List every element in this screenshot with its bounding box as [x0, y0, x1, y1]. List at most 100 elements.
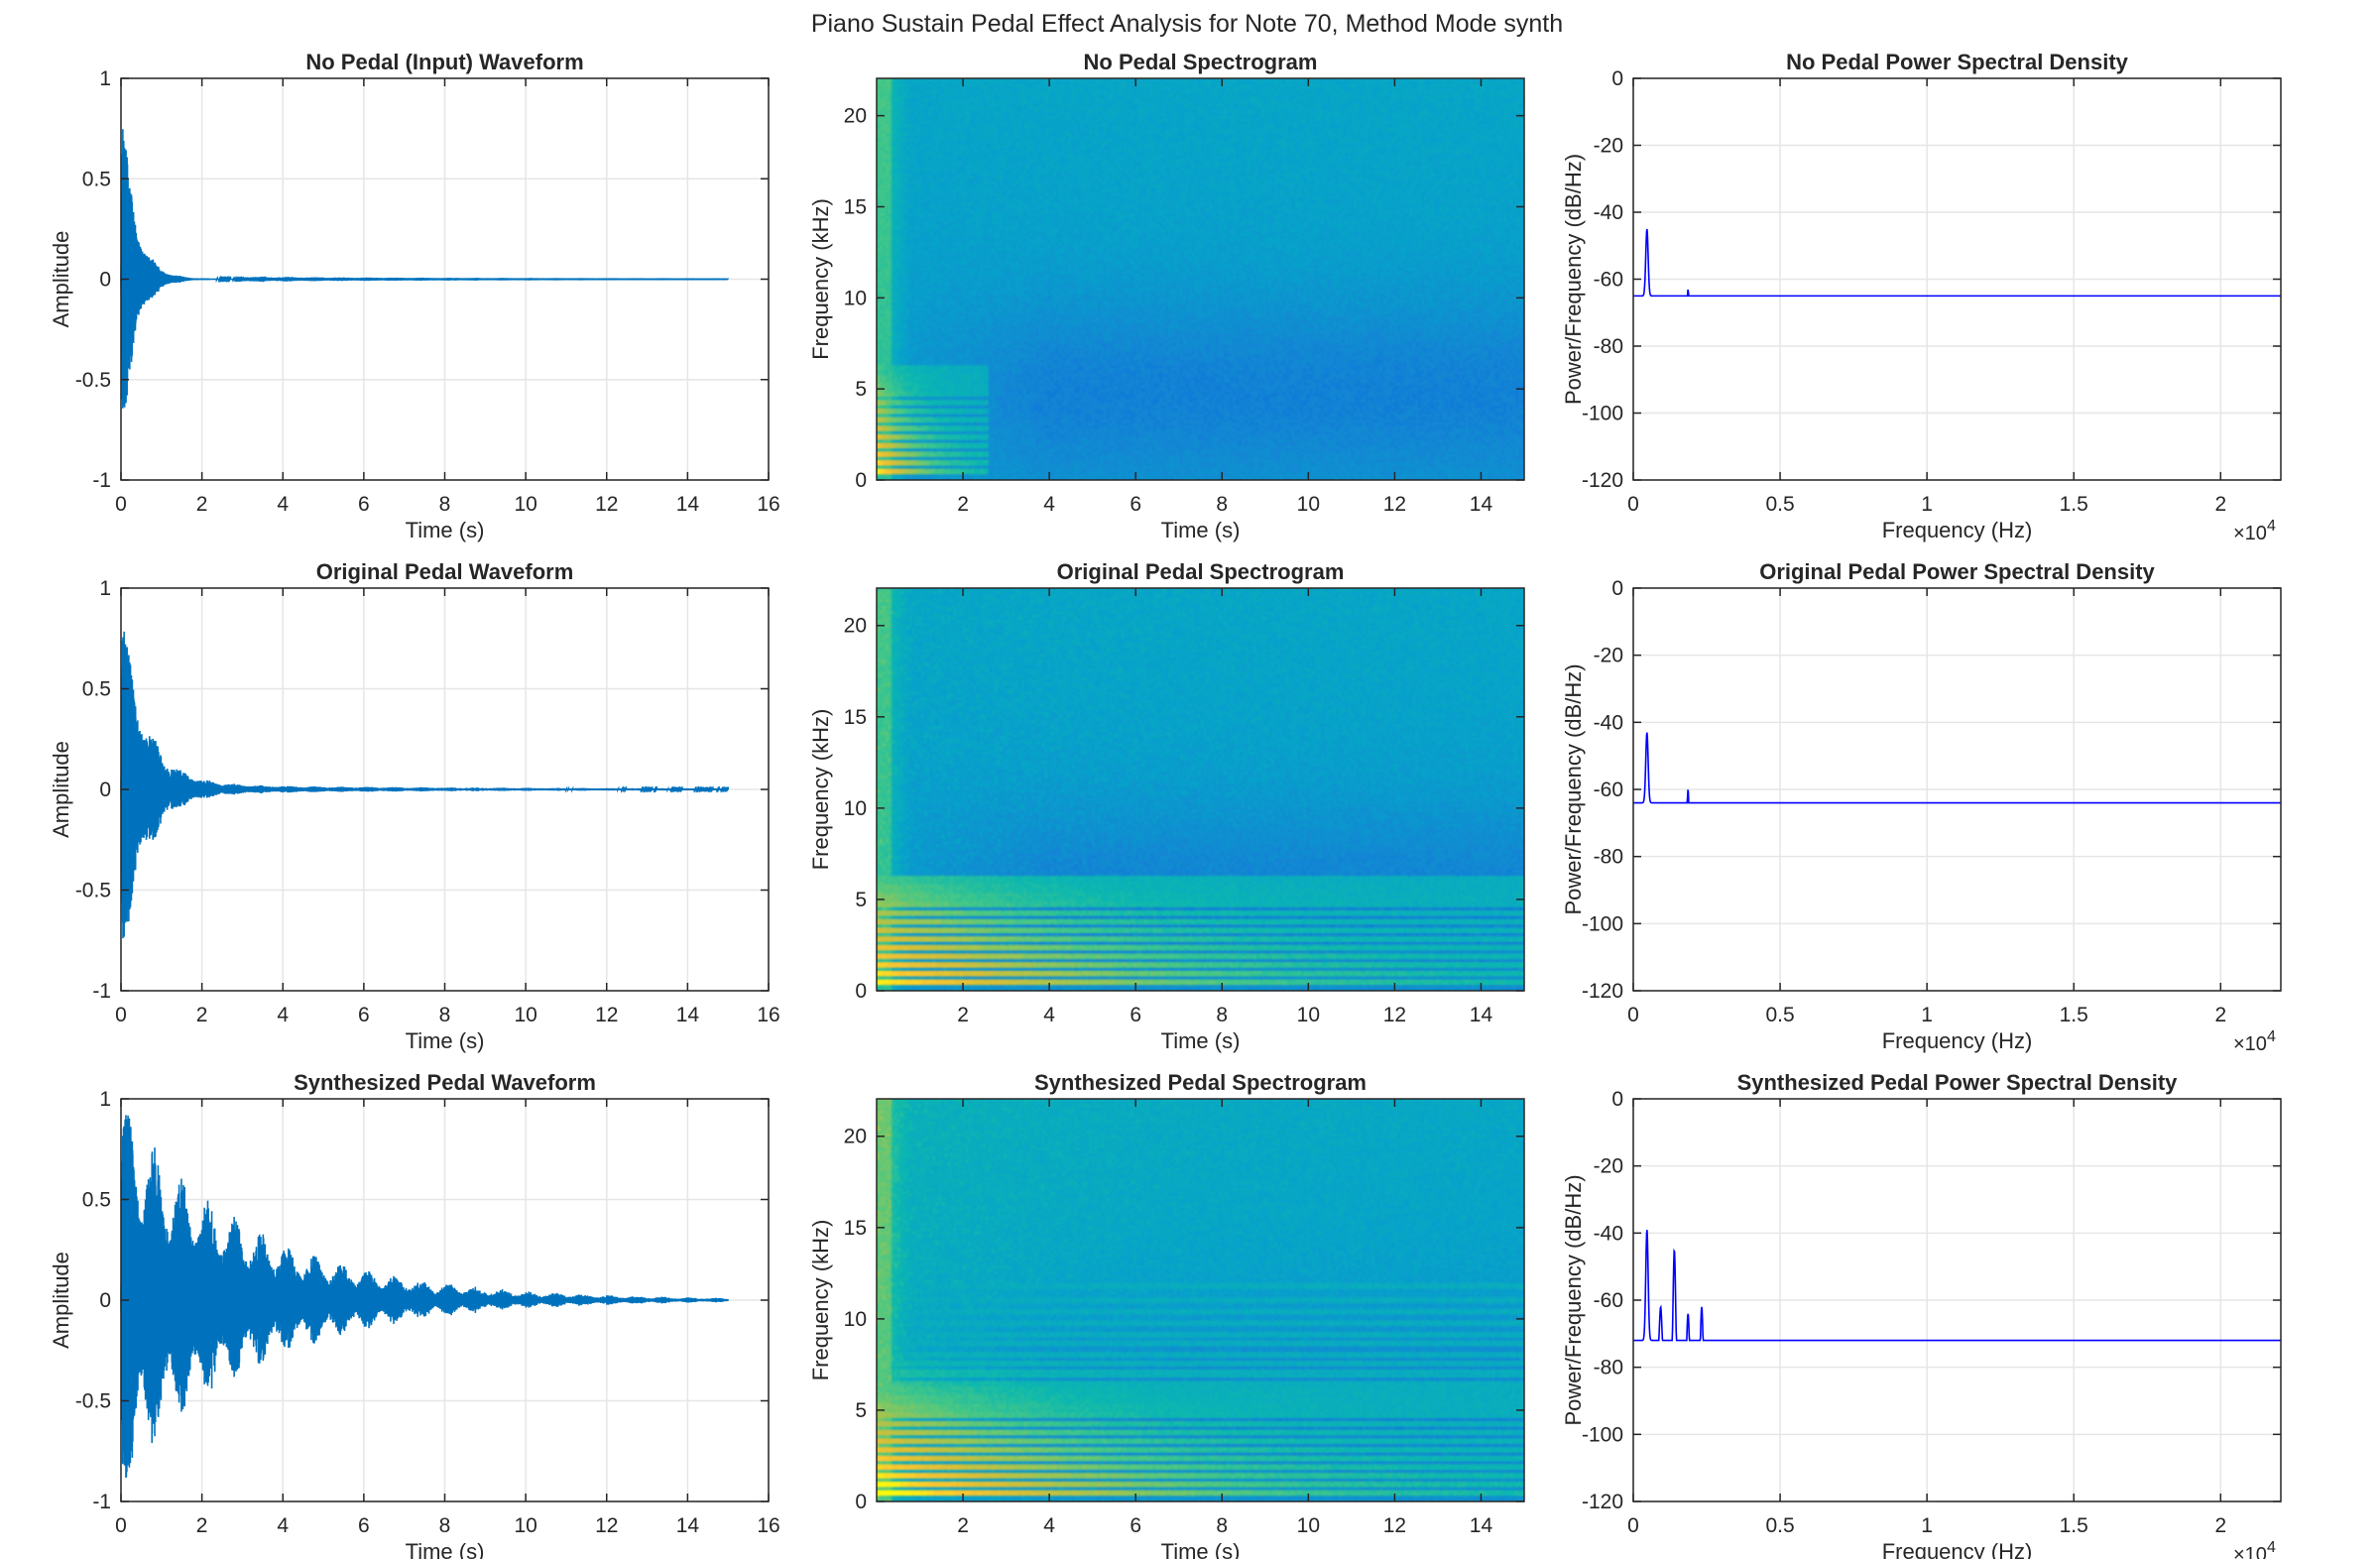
psd-peak-point	[1858, 1440, 1860, 1442]
y-tick-label: 20	[844, 1126, 867, 1148]
x-tick-label: 0.5	[1765, 1004, 1794, 1026]
x-tick-label: 6	[358, 493, 370, 516]
psd-peak-point	[1769, 869, 1771, 871]
y-axis-label: Power/Frequency (dB/Hz)	[1561, 154, 1586, 405]
y-axis-label: Amplitude	[49, 1252, 73, 1349]
x-tick-label: 0	[1627, 1004, 1639, 1026]
axes-frame	[876, 1098, 1525, 1502]
y-tick-label: 10	[844, 1308, 867, 1331]
y-tick-label: -20	[1594, 1155, 1623, 1178]
axes-title: Original Pedal Spectrogram	[1057, 559, 1345, 584]
x-tick-label: 2	[196, 1514, 208, 1537]
x-tick-label: 2	[196, 493, 208, 516]
spectrogram-image	[877, 588, 1524, 991]
psd-peak-point	[1810, 869, 1812, 871]
axes-title: No Pedal Spectrogram	[1084, 50, 1318, 74]
x-tick-label: 16	[757, 493, 779, 516]
psd-peak-point	[1783, 1386, 1785, 1388]
x-tick-label: 4	[277, 1004, 289, 1026]
psd-peak-point	[1797, 1406, 1799, 1408]
x-tick-label: 10	[514, 493, 536, 516]
psd-peak-point	[1899, 943, 1901, 945]
y-tick-label: 20	[844, 615, 867, 638]
psd-peak-point	[1673, 338, 1675, 340]
chart-psd-nopedal: 0 0.5 1 1.5 2 -120 -100 -80 -60 -40 -20 0 No Pedal P…	[1561, 50, 2282, 544]
psd-peak-point	[1810, 365, 1812, 367]
x-tick-label: 12	[595, 1004, 618, 1026]
x-axis-label: Frequency (Hz)	[1882, 1028, 2033, 1053]
psd-peak-point	[1961, 1464, 1963, 1466]
y-axis-label: Amplitude	[49, 741, 73, 838]
x-tick-label: 2	[196, 1004, 208, 1026]
x-axis-label: Frequency (Hz)	[1882, 518, 2033, 542]
x-tick-label: 10	[1297, 493, 1320, 516]
x-tick-label: 8	[1216, 1514, 1228, 1537]
x-tick-label: 0.5	[1765, 493, 1794, 516]
psd-peak-point	[1878, 1447, 1880, 1449]
psd-peak-point	[1899, 1454, 1901, 1456]
y-tick-label: -1	[92, 469, 111, 492]
x-axis-label: Time (s)	[1161, 1028, 1241, 1053]
y-tick-label: -0.5	[75, 880, 111, 902]
psd-peak-point	[1755, 399, 1757, 401]
y-tick-label: -60	[1594, 269, 1623, 292]
axes-title: Synthesized Pedal Spectrogram	[1034, 1070, 1367, 1095]
waveform-series-line	[120, 1115, 729, 1479]
y-tick-label: 15	[844, 195, 867, 218]
psd-peak-point	[1660, 311, 1662, 313]
y-axis-label: Amplitude	[49, 231, 73, 328]
x-tick-label: 1.5	[2060, 1004, 2088, 1026]
y-tick-label: 0	[855, 980, 867, 1003]
chart-spec-nopedal: 2 4 6 8 10 12 14 0 5 10 15 20 No Pedal Spectrogram Ti…	[808, 50, 1525, 542]
psd-peak-point	[1728, 369, 1730, 371]
psd-peak-point	[1728, 873, 1730, 875]
psd-peak-point	[1806, 1413, 1808, 1415]
y-tick-label: -80	[1594, 846, 1623, 869]
y-axis-label: Frequency (kHz)	[808, 709, 833, 871]
x-tick-label: 1	[1921, 1004, 1933, 1026]
x-tick-label: 14	[1470, 493, 1493, 516]
y-tick-label: 20	[844, 105, 867, 128]
psd-peak-point	[1783, 876, 1785, 878]
x-tick-label: 14	[676, 1004, 700, 1026]
psd-series-line	[1633, 228, 2281, 298]
chart-psd-orig: 0 0.5 1 1.5 2 -120 -100 -80 -60 -40 -20 0 Original P…	[1561, 559, 2282, 1055]
x-tick-label: 1	[1921, 1514, 1933, 1537]
psd-peak-point	[1687, 1313, 1689, 1315]
psd-peak-point	[1878, 939, 1880, 941]
y-tick-label: -20	[1594, 135, 1623, 158]
y-tick-label: -120	[1582, 469, 1623, 492]
psd-peak-point	[1899, 439, 1901, 441]
x-tick-label: 10	[1297, 1004, 1320, 1026]
psd-peak-point	[1741, 379, 1743, 381]
psd-peak-point	[1878, 432, 1880, 434]
x-exponent-label: ×104	[2233, 1539, 2276, 1559]
x-tick-label: 14	[1470, 1514, 1493, 1537]
psd-peak-point	[1941, 452, 1943, 454]
psd-series-line	[1633, 1230, 2281, 1342]
y-tick-label: -80	[1594, 1357, 1623, 1379]
x-tick-label: 8	[439, 493, 451, 516]
psd-peak-point	[1838, 936, 1840, 938]
psd-peak-point	[1715, 856, 1717, 858]
y-axis-label: Power/Frequency (dB/Hz)	[1561, 1174, 1586, 1425]
psd-peak-point	[1858, 929, 1860, 931]
psd-peak-point	[1646, 731, 1648, 733]
psd-peak-point	[1824, 949, 1826, 951]
y-tick-label: 0.5	[82, 168, 111, 190]
y-tick-label: -1	[92, 980, 111, 1003]
x-tick-label: 6	[1130, 493, 1141, 516]
y-tick-label: -0.5	[75, 369, 111, 392]
y-axis-label: Power/Frequency (dB/Hz)	[1561, 663, 1586, 914]
y-tick-label: 0	[99, 779, 111, 801]
psd-peak-point	[1797, 912, 1799, 914]
chart-spec-orig: 2 4 6 8 10 12 14 0 5 10 15 20 Original Pedal Spectro…	[808, 559, 1525, 1053]
x-tick-label: 4	[1043, 493, 1055, 516]
x-tick-label: 14	[676, 493, 700, 516]
y-axis-label: Frequency (kHz)	[808, 198, 833, 360]
axes-frame	[876, 77, 1525, 481]
x-tick-label: 4	[277, 1514, 289, 1537]
x-exponent-label: ×104	[2233, 1028, 2276, 1055]
axes-title: Synthesized Pedal Power Spectral Density	[1737, 1070, 2179, 1095]
axes-frame	[876, 587, 1525, 992]
